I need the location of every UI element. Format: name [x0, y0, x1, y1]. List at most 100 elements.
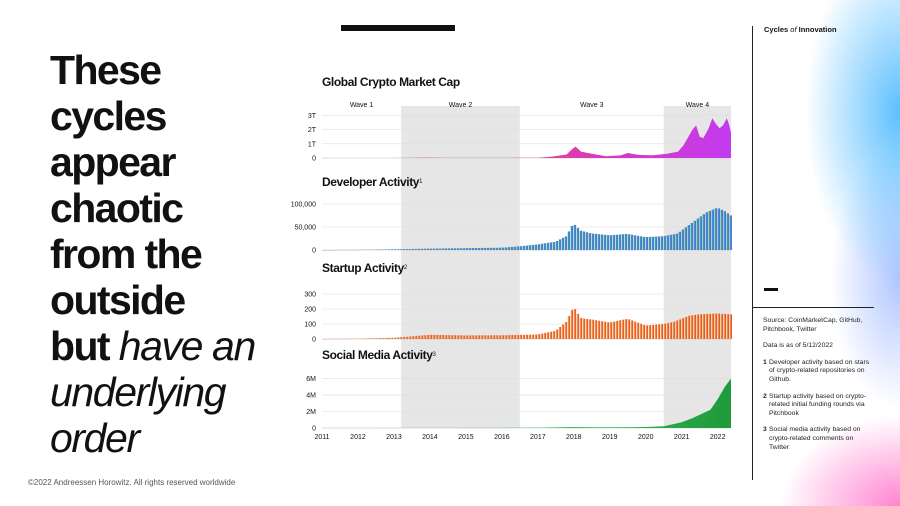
sidebar-title: Cycles of Innovation: [764, 25, 837, 34]
footnote-text: Startup activity based on crypto-related…: [769, 392, 867, 417]
y-tick-label: 6M: [306, 376, 316, 383]
series-bar: [474, 335, 478, 339]
series-bar: [588, 319, 592, 339]
series-bar: [684, 316, 687, 339]
series-bar: [387, 249, 391, 250]
series-bar: [495, 247, 499, 250]
series-bar: [483, 335, 487, 339]
series-bar: [411, 336, 415, 339]
series-bar: [606, 322, 610, 339]
headline-line: These: [50, 47, 162, 93]
series-bar: [486, 247, 490, 250]
wave-label: Wave 3: [580, 102, 604, 109]
series-bar: [462, 335, 466, 339]
series-area: [322, 378, 731, 428]
series-bar: [399, 337, 403, 339]
series-bar: [693, 220, 696, 250]
series-bar: [690, 315, 693, 339]
series-bar: [684, 227, 687, 250]
x-tick-label: 2014: [422, 434, 438, 441]
headline-italic-line: underlying: [50, 369, 227, 415]
x-tick-label: 2013: [386, 434, 402, 441]
series-bar: [651, 236, 654, 250]
x-tick-label: 2019: [602, 434, 618, 441]
series-bar: [399, 249, 403, 250]
series-bar: [417, 248, 421, 250]
series-bar: [666, 323, 669, 339]
series-bar: [528, 245, 532, 250]
series-bar: [429, 334, 433, 339]
series-bar: [426, 248, 430, 250]
panel-title: Social Media Activity3: [322, 348, 437, 362]
panel-title: Developer Activity1: [322, 175, 423, 189]
series-bar: [453, 335, 457, 339]
series-bar: [390, 337, 394, 339]
series-bar: [471, 335, 475, 339]
series-bar: [630, 320, 634, 339]
series-bar: [468, 248, 472, 250]
series-bar: [408, 249, 412, 250]
series-bar: [417, 335, 421, 339]
y-tick-label: 2M: [306, 409, 316, 416]
series-bar: [492, 335, 496, 339]
series-bar: [393, 337, 397, 339]
series-bar: [558, 327, 562, 339]
series-bar: [600, 234, 604, 250]
series-bar: [546, 242, 550, 250]
series-bar: [447, 248, 451, 250]
series-bar: [675, 233, 678, 250]
series-bar: [501, 247, 505, 250]
wave-label: Wave 1: [350, 102, 374, 109]
wave-band: [401, 106, 520, 428]
series-bar: [390, 249, 394, 250]
series-bar: [696, 218, 699, 250]
series-bar: [564, 322, 568, 339]
headline-line: chaotic: [50, 185, 184, 231]
series-bar: [423, 248, 427, 250]
series-bar: [552, 331, 556, 339]
sidebar-notes: Source: CoinMarketCap, GitHub, Pitchbook…: [763, 317, 873, 460]
series-bar: [591, 233, 595, 250]
series-bar: [579, 318, 583, 339]
headline-line: cycles: [50, 93, 167, 139]
series-bar: [387, 337, 391, 339]
series-bar: [567, 316, 571, 339]
series-bar: [615, 320, 619, 339]
y-tick-label: 300: [304, 292, 316, 299]
series-bar: [441, 248, 445, 250]
series-bar: [651, 324, 654, 339]
series-bar: [672, 234, 675, 250]
series-bar: [370, 338, 373, 339]
series-bar: [522, 334, 526, 339]
wave-label: Wave 4: [686, 102, 710, 109]
wave-label: Wave 2: [449, 102, 473, 109]
series-bar: [513, 246, 517, 250]
series-bar: [609, 235, 613, 250]
panel-title: Startup Activity2: [322, 261, 408, 275]
series-bar: [636, 235, 640, 250]
series-bar: [522, 245, 526, 250]
series-bar: [687, 315, 690, 339]
series-bar: [576, 313, 580, 339]
series-bar: [465, 335, 469, 339]
series-bar: [561, 324, 565, 339]
series-bar: [549, 242, 553, 250]
series-bar: [636, 322, 640, 339]
series-bar: [612, 321, 616, 339]
series-bar: [450, 248, 454, 250]
series-bar: [687, 225, 690, 250]
series-bar: [408, 336, 412, 339]
series-bar: [606, 235, 610, 250]
series-bar: [489, 247, 493, 250]
series-bar: [567, 231, 571, 250]
series-bar: [627, 319, 631, 339]
sidebar-rule: [752, 307, 874, 308]
series-bar: [531, 244, 535, 250]
y-tick-label: 0: [312, 337, 316, 344]
series-bar: [465, 248, 469, 250]
series-bar: [525, 334, 529, 339]
series-bar: [573, 224, 577, 250]
footnote: 3 Social media activity based on crypto-…: [763, 426, 873, 452]
series-bar: [441, 335, 445, 339]
series-bar: [385, 249, 388, 250]
